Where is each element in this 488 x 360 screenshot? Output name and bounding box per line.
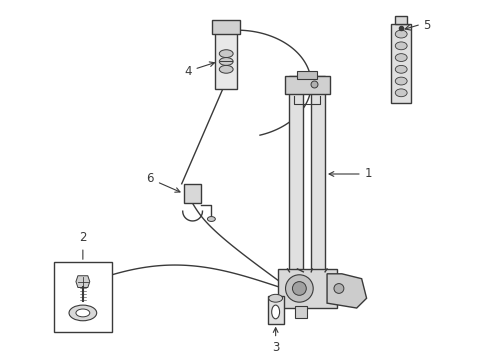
Polygon shape bbox=[297, 71, 317, 79]
Ellipse shape bbox=[394, 77, 407, 85]
Text: 1: 1 bbox=[328, 167, 371, 180]
Ellipse shape bbox=[292, 282, 305, 295]
Ellipse shape bbox=[76, 309, 90, 317]
Text: 4: 4 bbox=[183, 62, 214, 78]
Ellipse shape bbox=[219, 50, 233, 58]
Polygon shape bbox=[267, 296, 283, 324]
Polygon shape bbox=[326, 274, 366, 308]
Ellipse shape bbox=[69, 305, 97, 321]
FancyBboxPatch shape bbox=[54, 262, 111, 333]
Ellipse shape bbox=[207, 217, 215, 221]
Polygon shape bbox=[183, 184, 201, 203]
Polygon shape bbox=[310, 76, 325, 272]
Polygon shape bbox=[394, 17, 407, 24]
Text: 2: 2 bbox=[79, 231, 86, 259]
Ellipse shape bbox=[394, 89, 407, 97]
Ellipse shape bbox=[394, 54, 407, 62]
Polygon shape bbox=[76, 276, 90, 288]
Polygon shape bbox=[284, 76, 329, 94]
Ellipse shape bbox=[394, 42, 407, 50]
Ellipse shape bbox=[219, 66, 233, 73]
Ellipse shape bbox=[394, 66, 407, 73]
Polygon shape bbox=[277, 269, 336, 308]
Text: 6: 6 bbox=[146, 172, 180, 192]
Ellipse shape bbox=[268, 294, 282, 302]
Text: 5: 5 bbox=[422, 19, 429, 32]
Polygon shape bbox=[212, 21, 240, 34]
Ellipse shape bbox=[394, 30, 407, 38]
Polygon shape bbox=[289, 76, 303, 272]
Polygon shape bbox=[390, 24, 410, 103]
Ellipse shape bbox=[219, 58, 233, 66]
Ellipse shape bbox=[271, 305, 279, 319]
Polygon shape bbox=[295, 306, 306, 318]
Ellipse shape bbox=[333, 284, 343, 293]
Ellipse shape bbox=[285, 275, 313, 302]
Text: 3: 3 bbox=[271, 328, 279, 354]
Polygon shape bbox=[215, 28, 237, 89]
